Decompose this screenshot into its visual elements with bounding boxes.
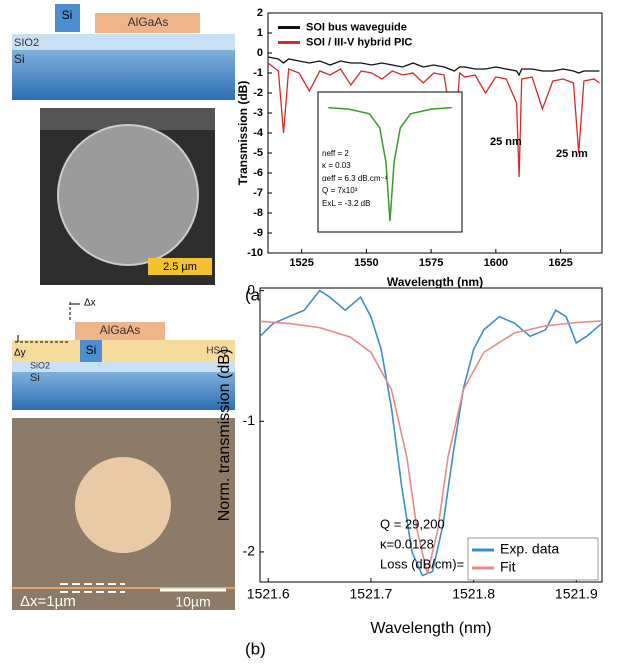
annotation: κ=0.0128 — [380, 536, 434, 551]
label: AlGaAs — [128, 15, 169, 29]
x-tick-label: 1525 — [289, 257, 313, 269]
inset-frame — [317, 91, 463, 233]
label: Si — [86, 343, 97, 357]
label: Si — [30, 372, 40, 384]
hsq-layer — [12, 340, 235, 362]
label: Si — [62, 8, 73, 22]
legend-label: Exp. data — [500, 541, 559, 557]
label: Si — [14, 52, 25, 66]
x-tick-label: 1550 — [354, 257, 378, 269]
label: Δx — [84, 298, 96, 309]
x-axis-label: Wavelength (nm) — [387, 275, 483, 289]
x-tick-label: 1521.6 — [247, 585, 290, 601]
label: SiO2 — [30, 360, 50, 370]
series-line — [259, 320, 603, 575]
scale-bar-label: 2.5 µm — [163, 261, 197, 273]
disk — [75, 457, 171, 553]
x-tick-label: 1600 — [484, 257, 508, 269]
oxide-layer — [12, 34, 235, 50]
chart: neff = 2 κ = 0.03 αeff = 6.3 dB.cm⁻¹ Q = 7x… — [317, 91, 463, 233]
panel-label: (b) — [245, 639, 266, 658]
y-tick-label: -1 — [253, 67, 263, 79]
annotation: neff = 2 — [322, 149, 349, 158]
x-axis-label: Wavelength (nm) — [370, 620, 491, 637]
substrate — [12, 372, 235, 410]
chart: -2 -1 0 1521.6 1521.7 1521.8 1521.9 Wavelength … — [216, 281, 603, 637]
scale-bar-label: 10µm — [175, 594, 210, 610]
legend-label: SOI / III-V hybrid PIC — [306, 36, 412, 48]
annotation: ExL = -3.2 dB — [322, 199, 370, 208]
plot-frame — [259, 287, 603, 583]
y-tick-label: -8 — [253, 207, 263, 219]
annotation: αeff = 6.3 dB.cm⁻¹ — [322, 174, 388, 183]
annotation: κ = 0.03 — [322, 161, 351, 170]
offset-label: Δx=1µm — [20, 593, 76, 610]
y-tick-label: -7 — [253, 187, 263, 199]
y-axis-label: Norm. transmission (dB) — [216, 349, 233, 521]
legend-box — [467, 537, 599, 581]
y-tick-label: 0 — [247, 281, 255, 297]
label: HSQ — [206, 346, 228, 357]
y-axis-label: Transmission (dB) — [236, 81, 250, 186]
microscope-image: Δx=1µm 10µm — [12, 418, 235, 610]
annotation: 25 nm — [490, 136, 522, 148]
annotation: 25 nm — [556, 148, 588, 160]
series-line — [328, 106, 452, 222]
si-block — [80, 340, 102, 362]
annotation: Loss (dB/cm)= 1.4 — [380, 556, 486, 571]
image-band — [40, 108, 215, 130]
y-tick-label: 0 — [257, 47, 263, 59]
disk — [57, 124, 199, 266]
x-tick-label: 1521.7 — [350, 585, 393, 601]
oxide-layer — [12, 362, 235, 372]
y-tick-label: 2 — [257, 7, 263, 19]
y-tick-label: -6 — [253, 167, 263, 179]
annotation: Q = 29,200 — [380, 516, 445, 531]
sem-image: 2.5 µm — [40, 108, 215, 285]
annotation: Q = 7x10³ — [322, 186, 358, 195]
si-block — [55, 4, 80, 32]
series-line — [267, 56, 600, 77]
y-tick-label: -1 — [243, 412, 256, 428]
algaas-block — [75, 322, 165, 340]
x-tick-label: 1521.8 — [452, 585, 495, 601]
schematic-a: Si AlGaAs SIO2 Si — [12, 4, 235, 100]
series-line — [259, 289, 603, 577]
label: SIO2 — [14, 37, 39, 49]
x-tick-label: 1575 — [419, 257, 443, 269]
legend-label: SOI bus waveguide — [306, 21, 407, 33]
y-tick-label: 1 — [257, 27, 263, 39]
y-tick-label: -2 — [243, 543, 256, 559]
x-tick-label: 1521.9 — [555, 585, 598, 601]
schematic-b: AlGaAs HSQ Si SiO2 Si Δx Δy — [12, 298, 235, 410]
y-tick-label: -10 — [247, 247, 263, 259]
substrate — [12, 50, 235, 100]
scale-bar-box — [148, 258, 212, 275]
x-tick-label: 1625 — [548, 257, 572, 269]
y-tick-label: -2 — [253, 87, 263, 99]
y-tick-label: -3 — [253, 107, 263, 119]
algaas-block — [95, 13, 200, 33]
y-tick-label: -9 — [253, 227, 263, 239]
label: Δy — [14, 348, 26, 359]
legend-label: Fit — [500, 559, 516, 575]
label: AlGaAs — [100, 323, 141, 337]
y-tick-label: -5 — [253, 147, 263, 159]
y-tick-label: -4 — [253, 127, 264, 139]
